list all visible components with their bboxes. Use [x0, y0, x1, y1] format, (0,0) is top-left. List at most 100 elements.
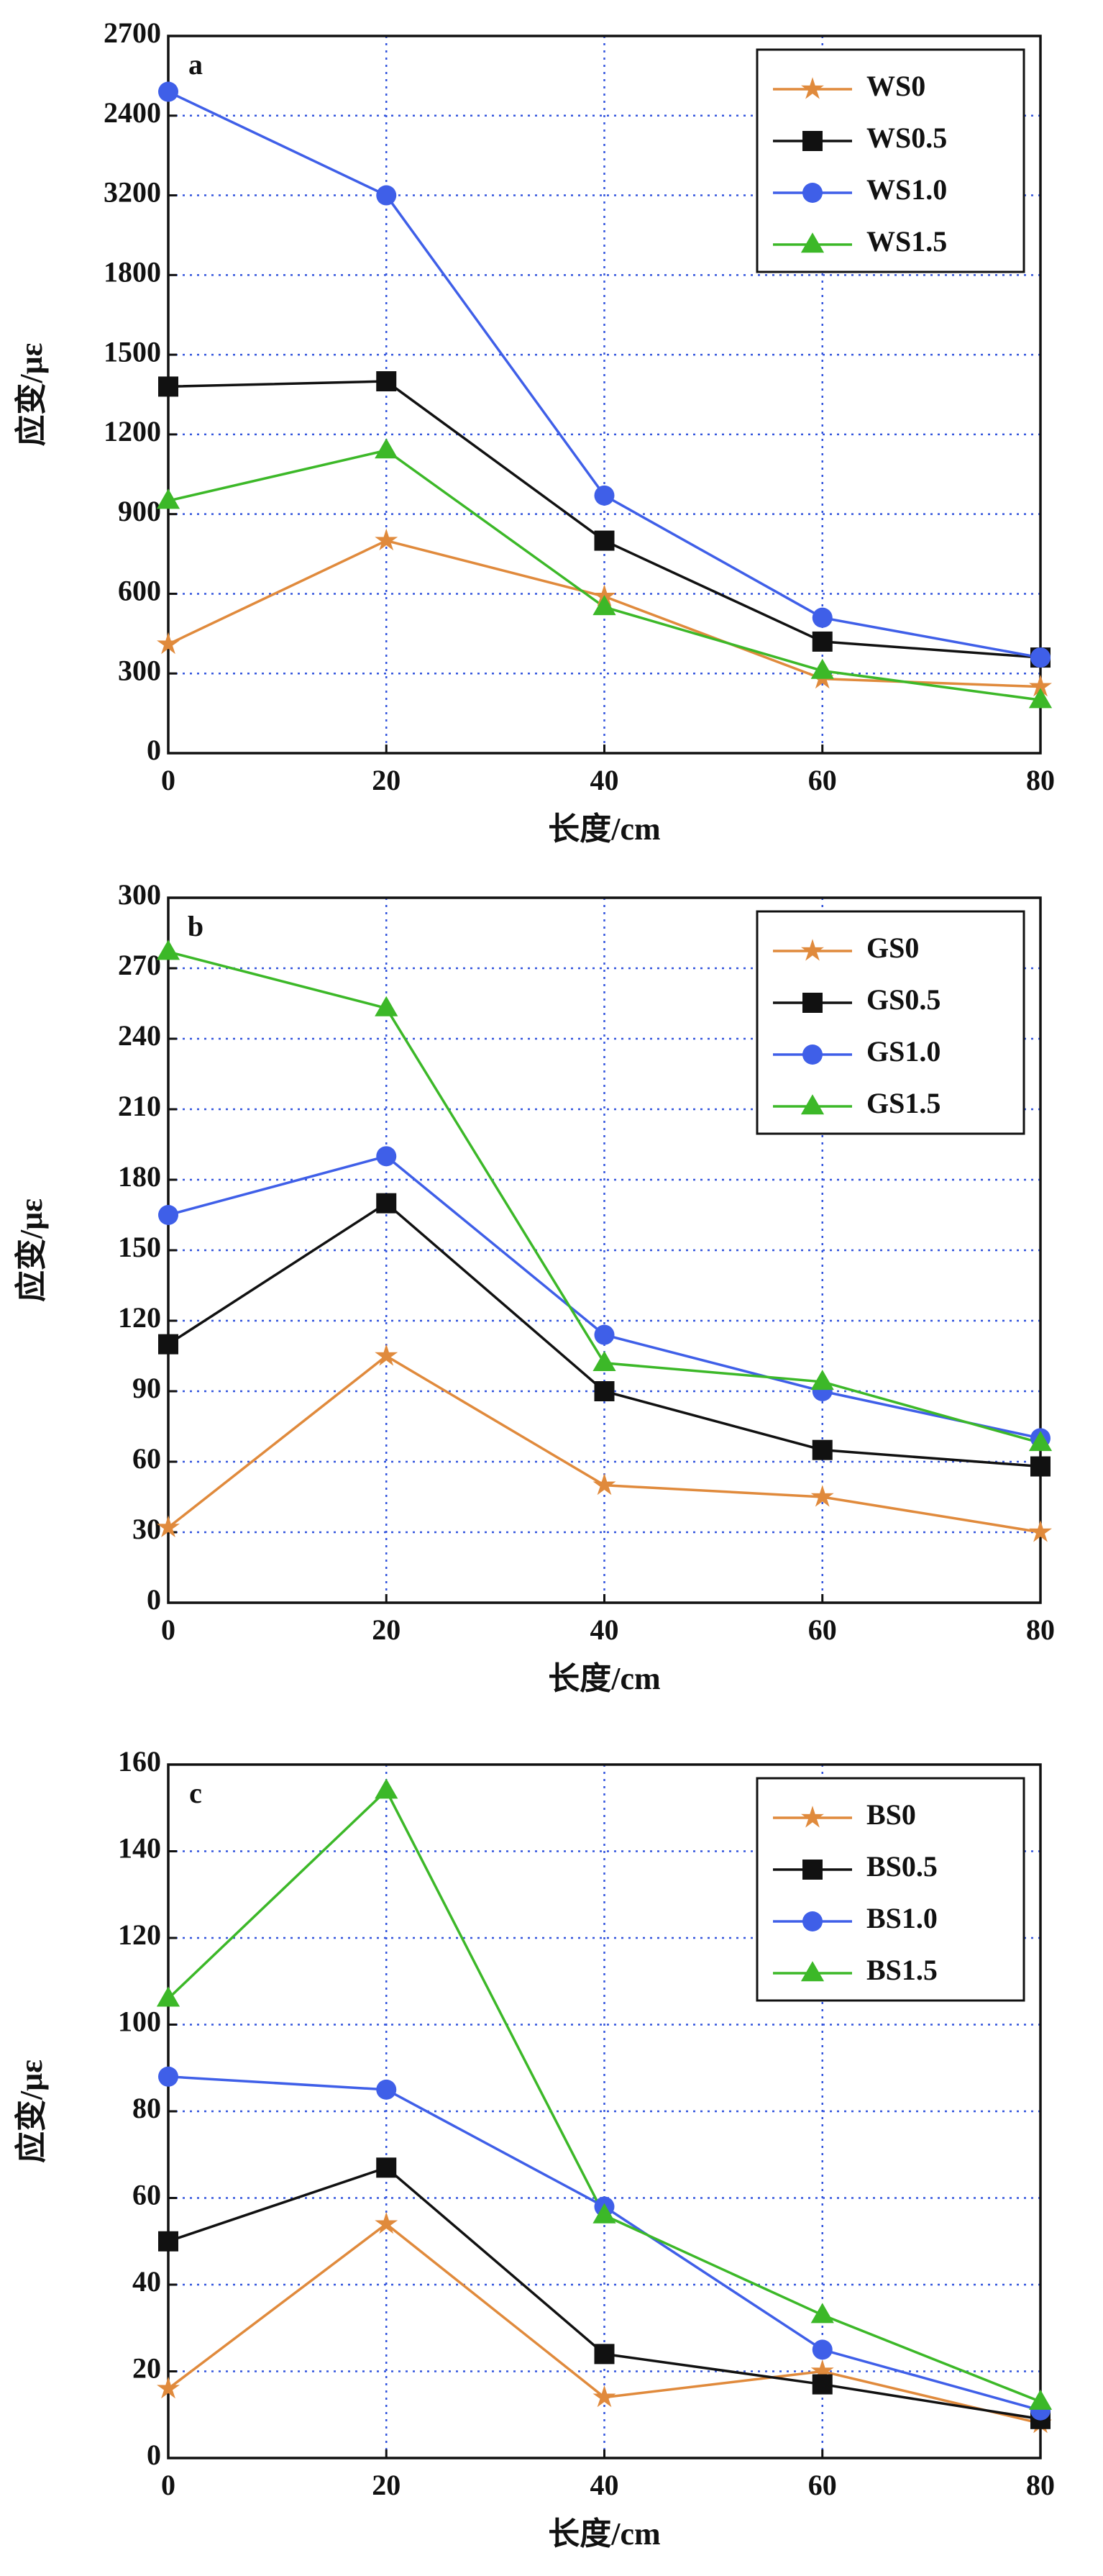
- legend-box: [756, 1777, 1025, 2002]
- plot-frame: [167, 896, 1042, 1604]
- legend-label: GS0.5: [866, 983, 940, 1016]
- data-point: [594, 530, 615, 551]
- data-point: [594, 1324, 615, 1345]
- legend-label: BS0: [866, 1798, 916, 1831]
- y-tick-label: 0: [147, 734, 161, 766]
- legend-label: BS0.5: [866, 1850, 938, 1883]
- y-tick-label: 3200: [104, 176, 161, 209]
- data-point: [157, 2376, 180, 2399]
- data-point: [158, 376, 178, 397]
- x-axis-label: 长度/cm: [548, 1661, 660, 1696]
- data-point: [157, 1515, 180, 1538]
- legend-marker: [802, 183, 823, 203]
- data-point: [812, 2339, 833, 2360]
- legend: WS0 WS0.5 WS1.0 WS1.5: [756, 48, 1025, 273]
- panel-label: b: [188, 910, 203, 942]
- x-tick-label: 20: [372, 2469, 401, 2501]
- data-point: [592, 1473, 616, 1496]
- y-tick-label: 600: [118, 575, 161, 607]
- y-tick-label: 100: [118, 2006, 161, 2038]
- legend: BS0 BS0.5 BS1.0 BS1.5: [756, 1777, 1025, 2002]
- data-point: [156, 1986, 180, 2007]
- y-tick-label: 2400: [104, 96, 161, 129]
- legend-marker: [801, 77, 824, 99]
- x-tick-label: 0: [161, 2469, 175, 2501]
- x-tick-label: 40: [590, 764, 619, 796]
- y-tick-label: 80: [132, 2092, 161, 2124]
- data-point: [1028, 2389, 1053, 2410]
- legend-marker: [802, 993, 823, 1013]
- data-point: [376, 185, 397, 206]
- data-point: [376, 2079, 397, 2100]
- data-point: [810, 2303, 834, 2324]
- legend-label: BS1.5: [866, 1954, 938, 1986]
- data-point: [158, 81, 178, 102]
- data-point: [156, 939, 180, 960]
- data-point: [812, 631, 833, 652]
- data-point: [810, 1370, 834, 1391]
- x-axis-label: 长度/cm: [548, 2516, 660, 2552]
- y-tick-label: 120: [118, 1301, 161, 1334]
- x-tick-label: 80: [1026, 764, 1055, 796]
- data-point: [158, 2231, 178, 2252]
- y-tick-label: 210: [118, 1090, 161, 1122]
- y-tick-label: 20: [132, 2352, 161, 2385]
- data-point: [375, 2211, 398, 2234]
- data-point: [1028, 688, 1053, 709]
- legend-label: BS1.0: [866, 1902, 938, 1934]
- y-tick-label: 90: [132, 1372, 161, 1404]
- data-point: [375, 996, 398, 1016]
- x-tick-label: 60: [808, 1614, 837, 1646]
- y-tick-label: 270: [118, 949, 161, 981]
- data-point: [157, 632, 180, 655]
- y-tick-label: 160: [118, 1745, 161, 1778]
- legend-label: WS0: [866, 70, 925, 102]
- legend-label: WS1.0: [866, 173, 947, 206]
- data-point: [375, 438, 398, 459]
- y-tick-label: 0: [147, 1583, 161, 1616]
- data-point: [594, 2344, 615, 2365]
- plot-frame: [167, 1763, 1042, 2459]
- y-tick-label: 40: [132, 2265, 161, 2298]
- data-point: [158, 1334, 178, 1355]
- data-point: [594, 1381, 615, 1401]
- x-tick-label: 80: [1026, 2469, 1055, 2501]
- legend-marker: [802, 131, 823, 151]
- y-tick-label: 300: [118, 878, 161, 911]
- data-point: [594, 485, 615, 506]
- legend-label: WS0.5: [866, 122, 947, 154]
- legend-marker: [802, 1044, 823, 1065]
- y-tick-label: 150: [118, 1231, 161, 1263]
- data-point: [375, 1778, 398, 1799]
- data-point: [375, 1344, 398, 1366]
- y-tick-label: 1200: [104, 415, 161, 447]
- legend-marker: [800, 232, 825, 253]
- legend-marker: [802, 1911, 823, 1931]
- legend-label: GS0: [866, 932, 919, 964]
- x-tick-label: 80: [1026, 1614, 1055, 1646]
- data-point: [1029, 674, 1052, 697]
- y-tick-label: 60: [132, 2179, 161, 2211]
- x-tick-label: 20: [372, 764, 401, 796]
- y-tick-label: 1500: [104, 335, 161, 368]
- y-tick-label: 2700: [104, 17, 161, 49]
- data-point: [592, 595, 616, 616]
- data-point: [812, 607, 833, 628]
- legend-box: [756, 910, 1025, 1135]
- legend-label: GS1.5: [866, 1087, 940, 1119]
- data-point: [812, 2374, 833, 2395]
- y-tick-label: 900: [118, 495, 161, 527]
- data-point: [810, 1485, 834, 1507]
- legend-marker: [800, 1094, 825, 1115]
- y-tick-label: 120: [118, 1919, 161, 1951]
- data-point: [158, 2066, 178, 2087]
- legend-box: [756, 48, 1025, 273]
- legend-marker: [802, 1860, 823, 1880]
- panel-label: c: [189, 1777, 202, 1809]
- data-point: [810, 658, 834, 679]
- legend-marker: [800, 1961, 825, 1982]
- y-tick-label: 300: [118, 654, 161, 686]
- data-point: [1030, 1456, 1051, 1477]
- legend-label: WS1.5: [866, 225, 947, 258]
